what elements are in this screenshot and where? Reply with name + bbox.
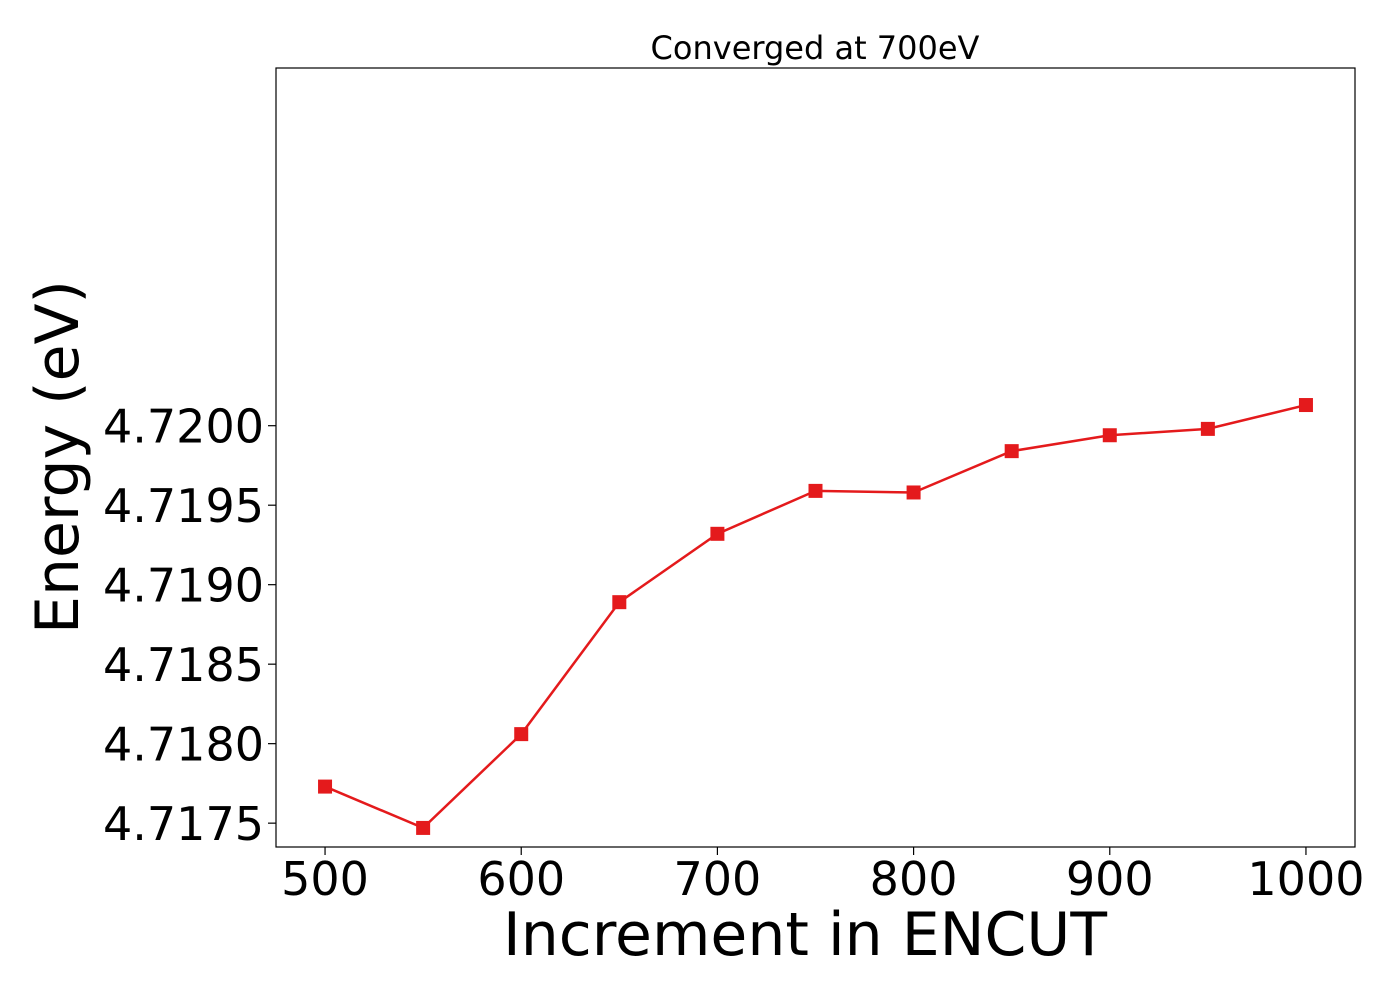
data-point-marker	[612, 595, 627, 610]
series-layer	[318, 398, 1313, 835]
data-point-marker	[1004, 444, 1019, 459]
x-tick-label: 900	[1066, 852, 1154, 906]
series-line	[324, 403, 1307, 830]
y-tick-label: 4.7175	[103, 797, 264, 851]
y-tick-label: 4.7200	[103, 400, 264, 454]
x-tick-label: 700	[674, 852, 762, 906]
data-point-marker	[710, 526, 725, 541]
data-point-marker	[1200, 421, 1215, 436]
x-tick-label: 500	[281, 852, 369, 906]
y-tick-label: 4.7190	[103, 559, 264, 613]
x-axis: 500 600 700 800 900 1000	[281, 847, 1364, 906]
data-point-marker	[808, 483, 823, 498]
x-tick-label: 800	[870, 852, 958, 906]
data-point-marker	[318, 779, 333, 794]
y-tick-label: 4.7185	[103, 638, 264, 692]
data-point-marker	[416, 820, 431, 835]
data-point-marker	[1102, 428, 1117, 443]
chart-title: Converged at 700eV	[651, 29, 980, 67]
x-axis-label: Increment in ENCUT	[503, 900, 1107, 970]
y-tick-label: 4.7180	[103, 718, 264, 772]
y-tick-label: 4.7195	[103, 479, 264, 533]
x-tick-label: 600	[477, 852, 565, 906]
data-point-marker	[906, 485, 921, 500]
data-point-marker	[514, 727, 529, 742]
data-point-marker	[1298, 398, 1313, 413]
plot-area-frame	[275, 67, 1356, 848]
x-tick-label: 1000	[1247, 852, 1364, 906]
y-axis-label: Energy (eV)	[23, 280, 93, 634]
y-axis: 4.7175 4.7180 4.7185 4.7190 4.7195 4.7200	[103, 400, 276, 851]
